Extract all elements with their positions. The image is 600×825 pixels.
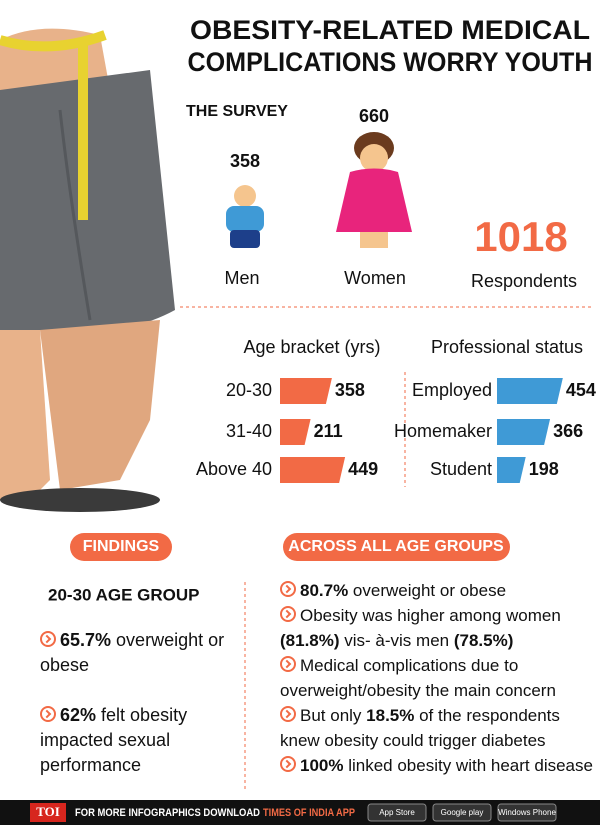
bar bbox=[497, 378, 563, 404]
bullet-icon bbox=[40, 631, 56, 647]
store-badge bbox=[497, 803, 557, 822]
value-label: 366 bbox=[553, 421, 583, 441]
store-badge-label: Google play bbox=[441, 808, 484, 817]
total-label: Respondents bbox=[471, 271, 577, 291]
store-badge bbox=[432, 803, 492, 822]
category-label: Above 40 bbox=[196, 459, 272, 479]
bar bbox=[497, 457, 526, 483]
category-label: Employed bbox=[412, 380, 492, 400]
bullet-icon bbox=[280, 656, 296, 672]
store-badge-label: App Store bbox=[379, 808, 415, 817]
footer-app: TIMES OF INDIA APP bbox=[263, 807, 355, 819]
finding-text: felt obesity impacted sexual performance bbox=[40, 705, 193, 775]
category-label: 31-40 bbox=[226, 421, 272, 441]
women-count: 660 bbox=[359, 106, 389, 126]
footer-text: FOR MORE INFOGRAPHICS DOWNLOAD bbox=[75, 807, 260, 819]
finding-text: 62% bbox=[60, 705, 97, 725]
value-label: 198 bbox=[529, 459, 559, 479]
bar bbox=[280, 457, 346, 483]
finding: 80.7% overweight or obese bbox=[280, 578, 598, 603]
finding-text: linked obesity with heart disease bbox=[343, 756, 593, 775]
finding-text: overweight or obese bbox=[348, 581, 507, 600]
chart-title: Age bracket (yrs) bbox=[243, 337, 380, 357]
store-badge bbox=[367, 803, 427, 822]
finding-text: Obesity was higher among women bbox=[300, 606, 566, 625]
title: OBESITY-RELATED MEDICAL bbox=[190, 15, 590, 45]
group-label: 20-30 AGE GROUP bbox=[48, 585, 199, 604]
illustration bbox=[0, 28, 175, 512]
finding-text: overweight or obese bbox=[40, 630, 230, 675]
finding: 62% felt obesity impacted sexual perform… bbox=[40, 703, 235, 778]
category-label: Homemaker bbox=[394, 421, 492, 441]
men-count: 358 bbox=[230, 151, 260, 171]
chart-title: Professional status bbox=[431, 337, 583, 357]
bullet-icon bbox=[40, 706, 56, 722]
finding-text: 65.7% bbox=[60, 630, 112, 650]
across-label: ACROSS ALL AGE GROUPS bbox=[288, 538, 504, 555]
finding-text: 80.7% bbox=[300, 581, 349, 600]
findings-list: 65.7% overweight or obese 62% felt obesit… bbox=[40, 628, 235, 803]
bullet-icon bbox=[280, 706, 296, 722]
category-label: 20-30 bbox=[226, 380, 272, 400]
bullet-icon bbox=[280, 756, 296, 772]
findings-pill bbox=[70, 533, 172, 561]
survey-label: THE SURVEY bbox=[186, 103, 288, 120]
finding-text: (81.8%) bbox=[280, 631, 340, 650]
total-count: 1018 bbox=[474, 213, 567, 260]
woman-icon bbox=[336, 132, 412, 248]
finding-text: vis- à-vis men bbox=[339, 631, 454, 650]
bar bbox=[280, 419, 311, 445]
value-label: 358 bbox=[335, 380, 365, 400]
bullet-icon bbox=[280, 606, 296, 622]
across-list: 80.7% overweight or obese Obesity was hig… bbox=[280, 578, 598, 778]
finding-text: But only bbox=[300, 706, 367, 725]
findings-label: FINDINGS bbox=[83, 538, 160, 555]
finding-text: 100% bbox=[300, 756, 344, 775]
man-icon bbox=[226, 185, 264, 248]
finding: 100% linked obesity with heart disease bbox=[280, 753, 598, 778]
category-label: Student bbox=[430, 459, 492, 479]
title: COMPLICATIONS WORRY YOUTH bbox=[188, 47, 593, 77]
bullet-icon bbox=[280, 581, 296, 597]
finding-text: 18.5% bbox=[366, 706, 415, 725]
finding: Obesity was higher among women (81.8%) v… bbox=[280, 603, 598, 653]
bar bbox=[280, 378, 332, 404]
men-label: Men bbox=[224, 268, 259, 288]
finding-text: of the respondents knew obesity could tr… bbox=[280, 706, 565, 750]
value-label: 449 bbox=[348, 459, 378, 479]
across-pill bbox=[283, 533, 510, 561]
women-label: Women bbox=[344, 268, 406, 288]
finding: Medical complications due to overweight/… bbox=[280, 653, 598, 703]
finding-text: Medical complications due to overweight/… bbox=[280, 656, 556, 700]
bar bbox=[497, 419, 551, 445]
store-badge-label: Windows Phone bbox=[498, 808, 556, 817]
brand: TOI bbox=[36, 804, 60, 819]
value-label: 454 bbox=[566, 380, 596, 400]
finding: But only 18.5% of the respondents knew o… bbox=[280, 703, 598, 753]
brand-box bbox=[30, 803, 66, 822]
finding: 65.7% overweight or obese bbox=[40, 628, 235, 678]
value-label: 211 bbox=[314, 421, 343, 441]
finding-text: (78.5%) bbox=[453, 631, 514, 650]
